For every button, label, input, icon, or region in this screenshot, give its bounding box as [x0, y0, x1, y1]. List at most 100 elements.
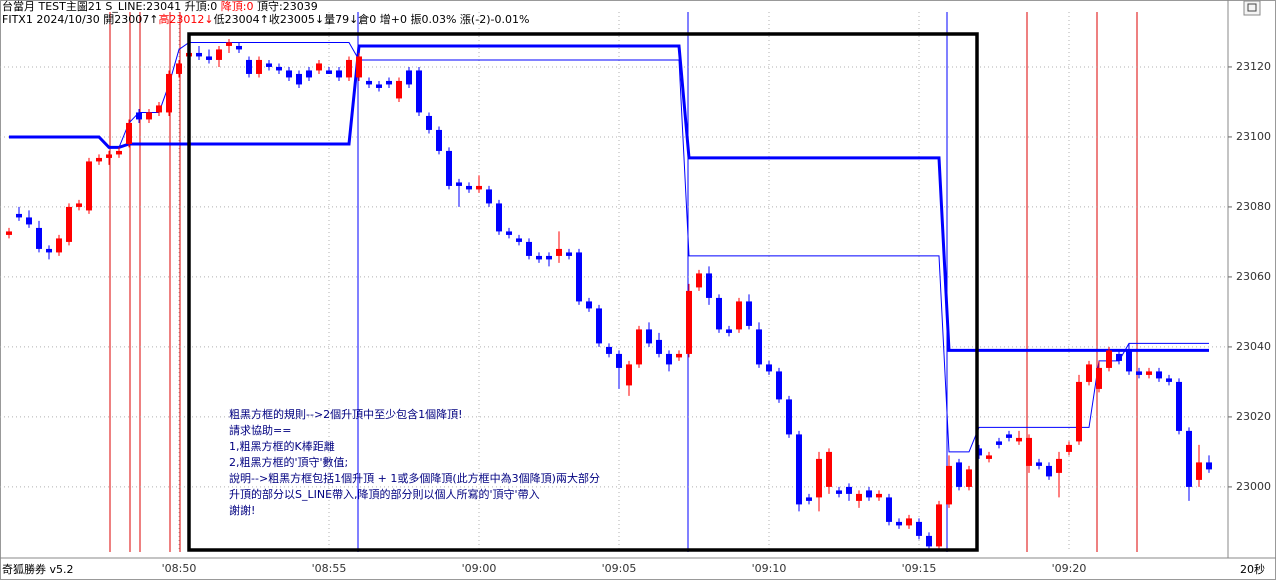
- candle-body: [796, 434, 802, 505]
- footer-right: 20秒: [1240, 562, 1265, 576]
- x-tick-label: '08:55: [312, 562, 347, 575]
- candle-body: [1096, 367, 1102, 389]
- candle-body: [66, 206, 72, 242]
- candle-body: [276, 66, 282, 71]
- candle-body: [1076, 381, 1082, 442]
- candle-body: [616, 353, 622, 368]
- highlight-box: [187, 32, 979, 552]
- candle-body: [1046, 465, 1052, 477]
- candle-body: [206, 56, 212, 60]
- candle-body: [316, 63, 322, 71]
- candle-body: [626, 364, 632, 386]
- candle-body: [1196, 462, 1202, 480]
- window-button[interactable]: [1243, 0, 1261, 16]
- candle-body: [1086, 364, 1092, 382]
- candle-body: [1126, 350, 1132, 372]
- candle-body: [806, 497, 812, 501]
- candle-body: [1066, 444, 1072, 452]
- candle-body: [466, 185, 472, 190]
- y-tick-label: 23000: [1236, 480, 1271, 493]
- candle-body: [676, 353, 682, 358]
- header-line: 台當月 TEST主圖21 S_LINE:23041 升頂:0 降頂:0 頂守:2…: [2, 0, 318, 14]
- candle-body: [526, 241, 532, 256]
- candle-body: [816, 458, 822, 498]
- candle-body: [876, 493, 882, 498]
- candle-body: [786, 399, 792, 435]
- candle-body: [56, 238, 62, 253]
- candle-body: [266, 63, 272, 67]
- candle-body: [916, 521, 922, 536]
- candle-body: [436, 129, 442, 151]
- candle-body: [246, 59, 252, 74]
- candle-body: [636, 329, 642, 365]
- candle-body: [116, 150, 122, 155]
- candle-body: [396, 80, 402, 99]
- candle-body: [156, 105, 162, 113]
- candle-body: [196, 52, 202, 57]
- candle-body: [346, 59, 352, 78]
- footer-left: 奇狐勝券 v5.2: [2, 562, 74, 576]
- candle-body: [776, 371, 782, 400]
- candle-body: [1016, 437, 1022, 442]
- candle-body: [736, 301, 742, 330]
- candle-body: [326, 70, 332, 74]
- candle-body: [836, 490, 842, 494]
- candle-body: [666, 353, 672, 365]
- candle-body: [1156, 371, 1162, 379]
- candle-body: [1206, 462, 1212, 470]
- y-tick-label: 23060: [1236, 270, 1271, 283]
- plot: [0, 12, 1228, 552]
- candle-body: [476, 185, 482, 190]
- candle-body: [936, 504, 942, 547]
- candle-body: [1106, 350, 1112, 368]
- candle-body: [956, 462, 962, 487]
- candle-body: [26, 217, 32, 225]
- candle-body: [726, 329, 732, 333]
- candle-body: [126, 122, 132, 144]
- window-button-icon: [1247, 3, 1257, 12]
- candle-body: [96, 157, 102, 162]
- candle-body: [1056, 458, 1062, 473]
- annotation: 謝謝!: [229, 503, 255, 517]
- annotation: 說明-->粗黑方框包括1個升頂 + 1或多個降頂(此方框中為3個降頂)兩大部分: [229, 471, 600, 485]
- candle-body: [356, 56, 362, 78]
- y-tick-label: 23120: [1236, 60, 1271, 73]
- candle-body: [606, 346, 612, 354]
- candle-body: [1026, 437, 1032, 466]
- annotation: 升頂的部分以S_LINE帶入,降頂的部分則以個人所寫的'頂守'帶入: [229, 487, 540, 501]
- y-tick-label: 23100: [1236, 130, 1271, 143]
- marker-lines: [357, 12, 948, 552]
- annotation: 粗黑方框的規則-->2個升頂中至少包含1個降頂!: [229, 407, 463, 421]
- candle-body: [576, 252, 582, 302]
- candle-body: [1136, 371, 1142, 375]
- candle-body: [746, 301, 752, 326]
- x-tick-label: '09:10: [752, 562, 787, 575]
- candle-body: [596, 308, 602, 344]
- candle-body: [496, 203, 502, 232]
- candle-body: [176, 63, 182, 74]
- candle-body: [336, 70, 342, 78]
- candle-body: [586, 301, 592, 309]
- candle-body: [686, 290, 692, 354]
- candle-body: [566, 252, 572, 256]
- candle-body: [1006, 434, 1012, 438]
- x-tick-label: '09:05: [602, 562, 637, 575]
- header-segment: 高23012↓: [158, 13, 214, 26]
- candle-body: [856, 493, 862, 501]
- candle-body: [86, 161, 92, 211]
- x-tick-label: '08:50: [162, 562, 197, 575]
- header-segment: FITX1 2024/10/30 開23007↑: [2, 13, 159, 26]
- candle-body: [506, 231, 512, 235]
- candle-body: [166, 73, 172, 113]
- candle-body: [996, 441, 1002, 445]
- header-segment: 降頂:0: [220, 0, 254, 13]
- candle-body: [456, 182, 462, 186]
- candle-body: [406, 70, 412, 85]
- candle-body: [1186, 430, 1192, 487]
- candle-body: [546, 255, 552, 260]
- candle-body: [536, 255, 542, 260]
- candle-body: [556, 248, 562, 256]
- candle-body: [896, 521, 902, 526]
- candle-body: [646, 329, 652, 344]
